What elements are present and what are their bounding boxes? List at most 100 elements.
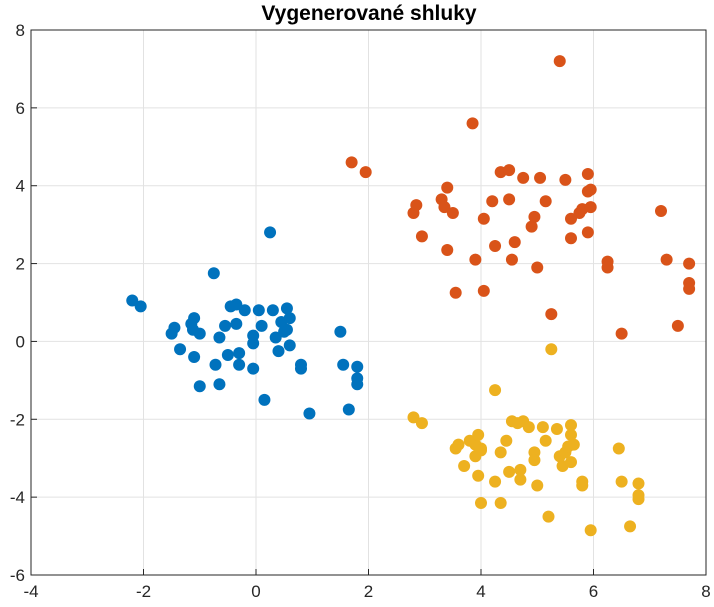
data-point [126, 294, 139, 307]
data-point [230, 317, 243, 330]
data-point [545, 308, 558, 321]
data-point [514, 463, 527, 476]
data-point [441, 243, 454, 256]
x-tick-label: 0 [251, 582, 260, 601]
data-point [565, 419, 577, 432]
data-point [219, 319, 232, 332]
y-tick-label: -2 [10, 410, 25, 429]
data-point [500, 434, 513, 447]
data-point [615, 475, 628, 488]
data-point [489, 384, 502, 397]
data-point [683, 282, 696, 295]
data-point [503, 193, 516, 206]
data-point [415, 230, 428, 243]
cluster-3-points [407, 343, 645, 537]
y-tick-label: 8 [16, 21, 25, 40]
data-point [351, 378, 364, 391]
data-point [539, 195, 552, 208]
data-point [553, 55, 566, 68]
x-tick-label: 2 [364, 582, 373, 601]
data-point [264, 226, 277, 239]
data-point [525, 220, 538, 233]
data-point [565, 456, 577, 469]
data-point [522, 421, 535, 434]
data-point [477, 284, 490, 297]
data-point [295, 362, 307, 375]
data-point [565, 212, 577, 225]
data-point [534, 171, 547, 184]
data-point [269, 331, 282, 344]
x-tick-label: 4 [476, 582, 485, 601]
data-point [469, 253, 482, 266]
data-point [489, 240, 502, 253]
data-point [174, 343, 187, 356]
data-point [655, 205, 667, 218]
data-point [272, 345, 285, 358]
y-tick-label: -6 [10, 566, 25, 585]
data-point [283, 339, 296, 352]
data-point [528, 210, 541, 223]
data-point [550, 423, 563, 436]
y-tick-label: 4 [16, 177, 25, 196]
data-point [193, 380, 206, 393]
y-tick-label: 0 [16, 332, 25, 351]
data-point [489, 475, 502, 488]
y-tick-label: 6 [16, 99, 25, 118]
cluster-2-points [345, 55, 696, 340]
data-point [334, 325, 347, 338]
data-point [632, 493, 645, 506]
x-tick-label: -4 [23, 582, 38, 601]
data-point [584, 201, 597, 214]
data-point [584, 183, 597, 196]
data-point [207, 267, 220, 280]
data-point [351, 360, 364, 373]
data-point [503, 164, 516, 177]
data-point [446, 206, 459, 219]
y-axis-ticks: -6 -4 -2 0 2 4 6 8 [10, 21, 37, 585]
x-tick-label: 6 [589, 582, 598, 601]
data-point [337, 358, 350, 371]
data-point [247, 362, 260, 375]
data-point [221, 349, 234, 362]
data-point [559, 173, 572, 186]
data-point [581, 226, 594, 239]
data-point [536, 421, 549, 434]
x-tick-label: -2 [136, 582, 151, 601]
data-point [565, 232, 577, 245]
data-point [407, 411, 420, 424]
data-point [517, 171, 530, 184]
y-tick-label: -4 [10, 488, 25, 507]
data-point [581, 168, 594, 181]
data-point [452, 438, 465, 451]
data-point [213, 331, 226, 344]
data-point [359, 166, 372, 179]
data-point [233, 347, 246, 360]
data-point [415, 417, 428, 430]
data-point [531, 479, 544, 492]
data-point [342, 403, 355, 416]
data-point [233, 358, 246, 371]
data-point [255, 319, 268, 332]
data-point [303, 407, 316, 420]
x-axis-ticks: -4 -2 0 2 4 6 8 [23, 569, 711, 601]
data-point [494, 496, 507, 509]
data-point [209, 358, 222, 371]
data-point [477, 212, 490, 225]
data-point [466, 117, 479, 130]
data-point [283, 312, 296, 325]
data-point [345, 156, 358, 169]
data-point [539, 434, 552, 447]
data-point [475, 496, 487, 509]
data-point [528, 454, 541, 467]
data-point [258, 393, 271, 406]
data-point [188, 312, 201, 325]
data-point [615, 327, 628, 340]
data-points [126, 55, 696, 537]
x-tick-label: 8 [701, 582, 710, 601]
data-point [601, 261, 614, 274]
data-point [213, 378, 226, 391]
data-point [134, 300, 147, 313]
data-point [266, 304, 279, 317]
cluster-1-points [126, 226, 364, 420]
data-point [252, 304, 265, 317]
